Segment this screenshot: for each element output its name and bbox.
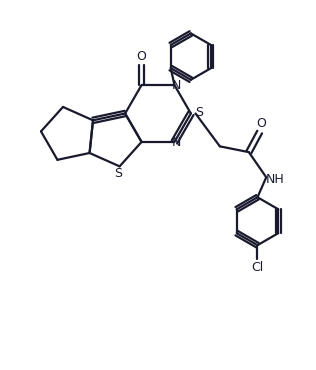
Text: NH: NH [265, 173, 284, 186]
Text: S: S [195, 106, 204, 119]
Text: S: S [114, 167, 122, 180]
Text: N: N [172, 78, 181, 91]
Text: O: O [137, 50, 147, 63]
Text: Cl: Cl [251, 261, 264, 274]
Text: N: N [172, 136, 181, 149]
Text: O: O [257, 117, 266, 130]
